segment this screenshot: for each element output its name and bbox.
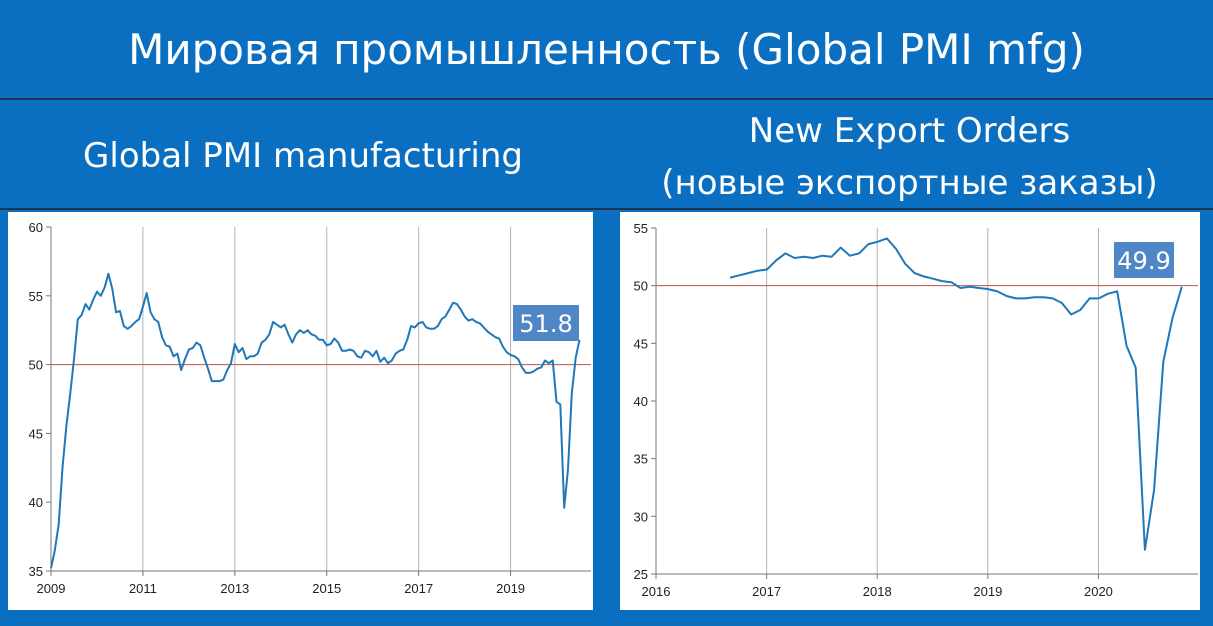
- right-chart-x-tick-label: 2017: [752, 584, 781, 599]
- left-chart-x-tick-label: 2017: [404, 581, 433, 596]
- left-chart-series-line: [50, 272, 581, 569]
- left-chart-value-badge: 51.8: [513, 305, 579, 341]
- left-chart-y-tick-label: 60: [29, 220, 43, 235]
- right-chart-x-tick-label: 2019: [973, 584, 1002, 599]
- right-chart-y-tick-label: 40: [634, 394, 648, 409]
- left-chart-y-tick-label: 45: [29, 426, 43, 441]
- left-chart-y-tick-label: 35: [29, 564, 43, 579]
- title-divider: [0, 98, 1213, 100]
- right-chart-y-tick-label: 45: [634, 336, 648, 351]
- right-chart-x-tick-label: 2020: [1084, 584, 1113, 599]
- right-chart-series-line: [729, 237, 1183, 551]
- left-chart-x-tick-label: 2009: [37, 581, 66, 596]
- left-chart-y-tick-label: 55: [29, 289, 43, 304]
- right-chart-y-tick-label: 25: [634, 567, 648, 582]
- right-chart-subtitle-line2: (новые экспортные заказы): [661, 163, 1158, 203]
- right-chart-y-tick-label: 55: [634, 221, 648, 236]
- right-chart-y-tick-label: 35: [634, 452, 648, 467]
- left-chart-value-badge-text: 51.8: [519, 310, 572, 338]
- right-chart-x-tick-label: 2018: [863, 584, 892, 599]
- right-chart-subtitle-line1: New Export Orders: [748, 111, 1071, 151]
- export-orders-chart: 2016 2017 2018 2019 2020 25 30 35 40 45 50 55 49.9: [634, 221, 1198, 599]
- right-chart-y-tick-label: 50: [634, 279, 648, 294]
- page-title: Мировая промышленность (Global PMI mfg): [128, 24, 1085, 74]
- subtitle-divider: [0, 208, 1213, 210]
- left-chart-subtitle: Global PMI manufacturing: [83, 136, 523, 176]
- right-chart-value-badge-text: 49.9: [1117, 247, 1170, 275]
- left-chart-value-badge-bg: [513, 305, 579, 341]
- left-chart-y-tick-label: 40: [29, 495, 43, 510]
- left-chart-y-tick-label: 50: [29, 358, 43, 373]
- right-chart-panel: 2016 2017 2018 2019 2020 25 30 35 40 45 50 55 49.9: [620, 212, 1200, 610]
- right-chart-x-tick-label: 2016: [642, 584, 671, 599]
- left-chart-x-tick-label: 2013: [220, 581, 249, 596]
- right-chart-y-tick-label: 30: [634, 509, 648, 524]
- right-chart-value-badge-bg: [1114, 242, 1174, 278]
- left-chart-panel: 2009 2011 2013 2015 2017 2019 35 40 45 50 55 60 51.8: [8, 212, 593, 610]
- left-chart-x-tick-label: 2019: [496, 581, 525, 596]
- left-chart-x-tick-label: 2011: [129, 581, 157, 596]
- global-pmi-chart: 2009 2011 2013 2015 2017 2019 35 40 45 50 55 60 51.8: [29, 220, 591, 596]
- right-chart-value-badge: 49.9: [1114, 242, 1174, 278]
- left-chart-x-tick-label: 2015: [312, 581, 341, 596]
